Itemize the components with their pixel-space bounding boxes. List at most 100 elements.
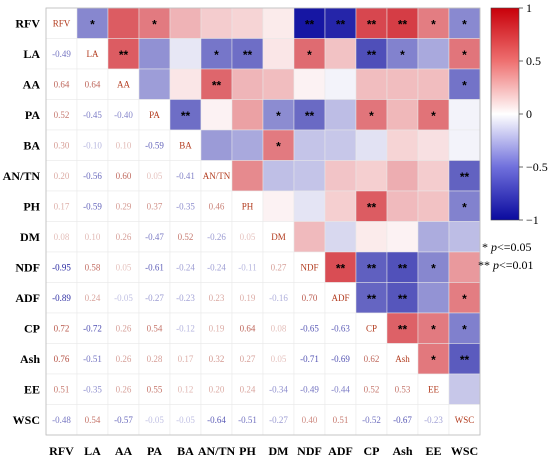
column-label: LA <box>84 444 101 458</box>
heatmap-cell <box>169 38 202 70</box>
diagonal-label: ADF <box>331 293 349 303</box>
correlation-value: -0.49 <box>300 384 319 394</box>
heatmap-cell <box>200 312 233 344</box>
heatmap-cell <box>76 404 109 436</box>
correlation-value: -0.05 <box>145 415 164 425</box>
heatmap-cell <box>448 251 481 283</box>
significance-mark: ** <box>367 48 377 62</box>
correlation-value: -0.45 <box>83 110 102 120</box>
row-label: PH <box>23 199 40 213</box>
heatmap-cell <box>138 190 171 222</box>
heatmap-cell <box>355 221 388 253</box>
correlation-value: -0.24 <box>176 262 195 272</box>
correlation-value: 0.27 <box>240 354 256 364</box>
correlation-value: 0.05 <box>271 354 287 364</box>
significance-mark: * <box>307 48 312 62</box>
heatmap-cell <box>76 190 109 222</box>
correlation-value: 0.08 <box>271 323 287 333</box>
heatmap-cell <box>76 373 109 405</box>
correlation-value: 0.54 <box>85 415 101 425</box>
column-label: WSC <box>451 444 478 458</box>
heatmap-cell <box>448 68 481 100</box>
heatmap-cell <box>200 68 233 100</box>
column-label: PA <box>147 444 162 458</box>
heatmap-cell <box>169 190 202 222</box>
significance-mark: ** <box>398 17 408 31</box>
significance-mark: * <box>214 48 219 62</box>
correlation-value: 0.30 <box>54 140 70 150</box>
heatmap-cell <box>231 7 264 39</box>
correlation-value: 0.51 <box>333 415 349 425</box>
correlation-value: -0.05 <box>114 293 133 303</box>
correlation-value: -0.67 <box>393 415 412 425</box>
heatmap-cell <box>417 343 450 375</box>
heatmap-cell <box>324 282 357 314</box>
correlation-value: -0.49 <box>52 49 71 59</box>
correlation-value: 0.10 <box>85 232 101 242</box>
correlation-value: 0.19 <box>240 293 256 303</box>
diagonal-label: RFV <box>53 18 71 28</box>
heatmap-cell <box>200 7 233 39</box>
diagonal-label: Ash <box>395 354 410 364</box>
significance-mark: ** <box>460 170 470 184</box>
diagonal-label: EE <box>428 384 439 394</box>
heatmap-cell <box>169 129 202 161</box>
heatmap-cell <box>200 129 233 161</box>
heatmap-cell <box>45 282 78 314</box>
row-label: Ash <box>20 352 40 366</box>
heatmap-cell <box>200 373 233 405</box>
column-label: NDF <box>297 444 322 458</box>
column-label: AN/TN <box>198 444 236 458</box>
column-label: EE <box>425 444 441 458</box>
correlation-value: 0.70 <box>302 293 318 303</box>
correlation-value: -0.24 <box>207 262 226 272</box>
significance-mark: * <box>152 17 157 31</box>
row-label: LA <box>23 47 40 61</box>
heatmap-cell <box>324 343 357 375</box>
correlation-value: 0.64 <box>240 323 256 333</box>
heatmap-cell <box>324 251 357 283</box>
correlation-value: -0.64 <box>207 415 226 425</box>
correlation-value: 0.24 <box>240 384 256 394</box>
heatmap-cell <box>355 99 388 131</box>
row-label: NDF <box>15 260 40 274</box>
heatmap-cell <box>200 282 233 314</box>
significance-mark: ** <box>212 78 222 92</box>
heatmap-cell <box>448 38 481 70</box>
correlation-value: 0.10 <box>116 140 132 150</box>
heatmap-cell <box>107 312 140 344</box>
heatmap-cell <box>76 221 109 253</box>
correlation-value: -0.11 <box>238 262 256 272</box>
heatmap-cell <box>45 343 78 375</box>
diagonal-label: AA <box>117 79 130 89</box>
heatmap-cell <box>448 343 481 375</box>
significance-mark: ** <box>119 48 129 62</box>
correlation-value: -0.27 <box>269 415 288 425</box>
correlation-value: -0.23 <box>424 415 443 425</box>
correlation-value: 0.72 <box>54 323 70 333</box>
heatmap-cell <box>200 251 233 283</box>
correlation-value: 0.28 <box>147 354 163 364</box>
colorbar-tick-label: −0.5 <box>526 160 548 174</box>
heatmap-cell <box>138 68 171 100</box>
column-label: RFV <box>49 444 74 458</box>
significance-mark: ** <box>367 292 377 306</box>
heatmap-cell <box>107 282 140 314</box>
heatmap-cell <box>45 38 78 70</box>
significance-legend-1: * p<=0.05 <box>482 240 532 254</box>
correlation-value: 0.05 <box>240 232 256 242</box>
heatmap-cell <box>76 7 109 39</box>
row-label: EE <box>24 382 40 396</box>
heatmap-cell <box>262 38 295 70</box>
heatmap-cell <box>262 7 295 39</box>
heatmap-cell <box>138 160 171 192</box>
significance-mark: ** <box>305 17 315 31</box>
significance-mark: * <box>462 200 467 214</box>
row-label: WSC <box>13 413 40 427</box>
correlation-value: 0.17 <box>178 354 194 364</box>
correlation-value: 0.51 <box>54 384 70 394</box>
heatmap-cell <box>231 68 264 100</box>
heatmap-cell <box>262 343 295 375</box>
heatmap-cell <box>386 190 419 222</box>
correlation-value: -0.44 <box>331 384 350 394</box>
